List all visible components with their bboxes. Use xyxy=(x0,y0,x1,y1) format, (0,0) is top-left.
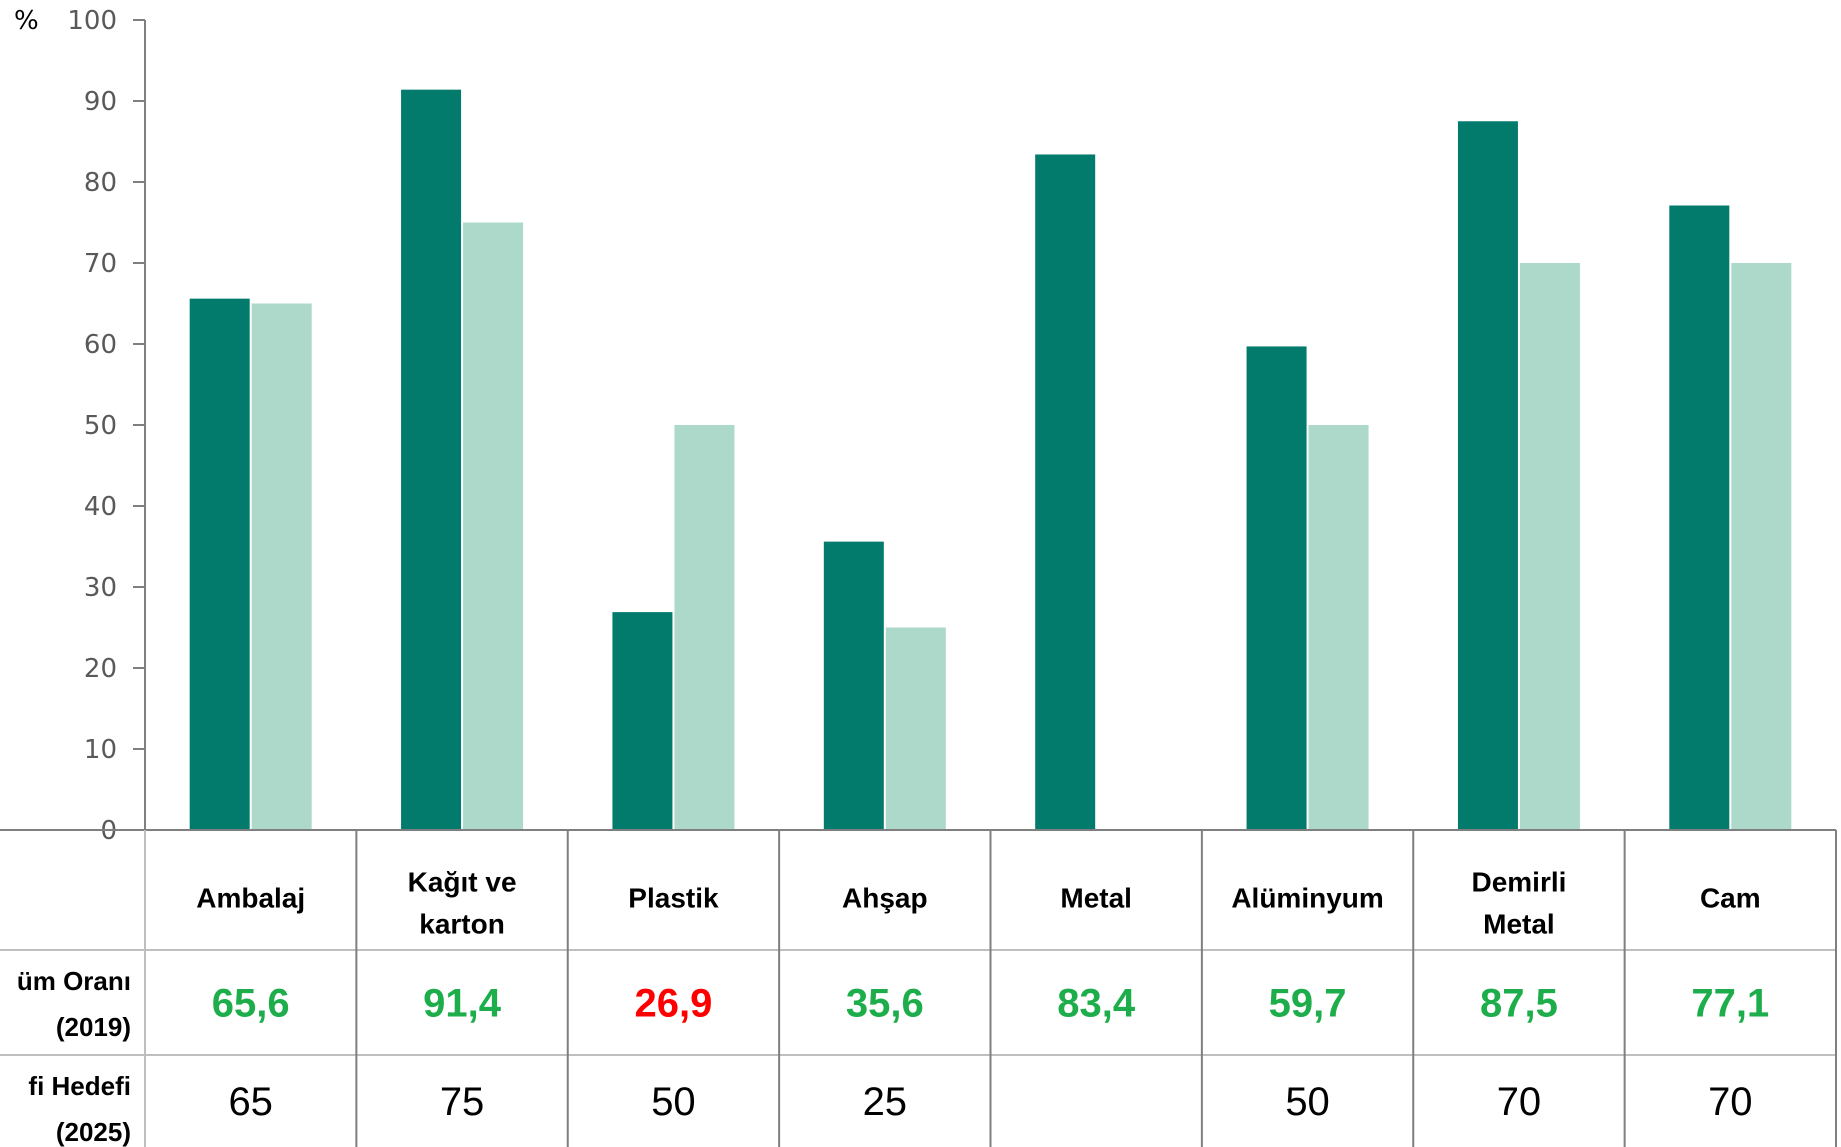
rate-2019-value: 35,6 xyxy=(846,982,924,1026)
category-label: Cam xyxy=(1700,883,1761,914)
target-2025-value: 70 xyxy=(1497,1080,1542,1124)
bar-series2 xyxy=(1519,263,1580,830)
target-2025-value: 75 xyxy=(440,1080,485,1124)
row-header-rate: (2019) xyxy=(56,1012,131,1042)
bar-series1 xyxy=(1457,121,1518,830)
bar-series2 xyxy=(674,425,735,830)
category-label: Alüminyum xyxy=(1231,883,1383,914)
row-header-rate: üm Oranı xyxy=(17,966,131,996)
bar-series1 xyxy=(1035,154,1096,830)
bar-series1 xyxy=(189,298,250,830)
y-tick-label: 90 xyxy=(84,87,117,117)
rate-2019-value: 59,7 xyxy=(1269,982,1347,1026)
rate-2019-value: 91,4 xyxy=(423,982,502,1026)
category-label: Ambalaj xyxy=(196,883,305,914)
y-tick-label: 10 xyxy=(84,735,117,765)
bar-series2 xyxy=(1731,263,1792,830)
y-tick-label: 100 xyxy=(67,6,117,36)
category-label: Ahşap xyxy=(842,883,928,914)
category-label: karton xyxy=(419,909,505,940)
y-tick-label: 60 xyxy=(84,330,117,360)
bar-series2 xyxy=(1308,425,1369,830)
category-label: Kağıt ve xyxy=(408,867,517,898)
y-tick-label: 50 xyxy=(84,411,117,441)
category-label: Demirli xyxy=(1471,867,1566,898)
rate-2019-value: 26,9 xyxy=(635,982,713,1026)
y-tick-label: 80 xyxy=(84,168,117,198)
target-2025-value: 25 xyxy=(863,1080,908,1124)
bar-series1 xyxy=(401,89,462,830)
bar-series1 xyxy=(823,541,884,830)
target-2025-value: 65 xyxy=(228,1080,273,1124)
y-tick-label: 40 xyxy=(84,492,117,522)
target-2025-value: 70 xyxy=(1708,1080,1753,1124)
row-header-target: (2025) xyxy=(56,1117,131,1147)
category-label: Plastik xyxy=(628,883,719,914)
target-2025-value: 50 xyxy=(1285,1080,1330,1124)
category-label: Metal xyxy=(1483,909,1555,940)
category-label: Metal xyxy=(1060,883,1132,914)
y-tick-label: 20 xyxy=(84,654,117,684)
row-header-target: fi Hedefi xyxy=(28,1071,131,1101)
bar-series1 xyxy=(1246,346,1307,830)
target-2025-value: 50 xyxy=(651,1080,696,1124)
y-tick-label: 70 xyxy=(84,249,117,279)
y-tick-label: 30 xyxy=(84,573,117,603)
bar-series2 xyxy=(251,303,312,830)
rate-2019-value: 77,1 xyxy=(1691,982,1769,1026)
bar-series1 xyxy=(612,612,673,830)
rate-2019-value: 87,5 xyxy=(1480,982,1558,1026)
rate-2019-value: 65,6 xyxy=(212,982,290,1026)
rate-2019-value: 83,4 xyxy=(1057,982,1136,1026)
bar-series1 xyxy=(1669,205,1730,831)
bar-series2 xyxy=(885,627,946,830)
y-axis-label: % xyxy=(14,6,39,36)
bar-series2 xyxy=(463,222,524,830)
